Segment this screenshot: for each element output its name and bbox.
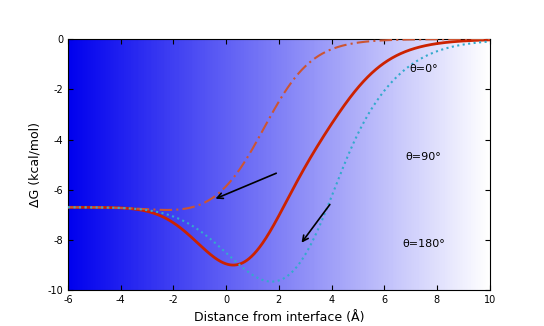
Y-axis label: ΔG (kcal/mol): ΔG (kcal/mol) — [29, 122, 42, 207]
Text: θ=0°: θ=0° — [410, 64, 438, 74]
Text: θ=90°: θ=90° — [406, 152, 442, 162]
Text: θ=180°: θ=180° — [403, 240, 445, 249]
X-axis label: Distance from interface (Å): Distance from interface (Å) — [194, 311, 364, 324]
